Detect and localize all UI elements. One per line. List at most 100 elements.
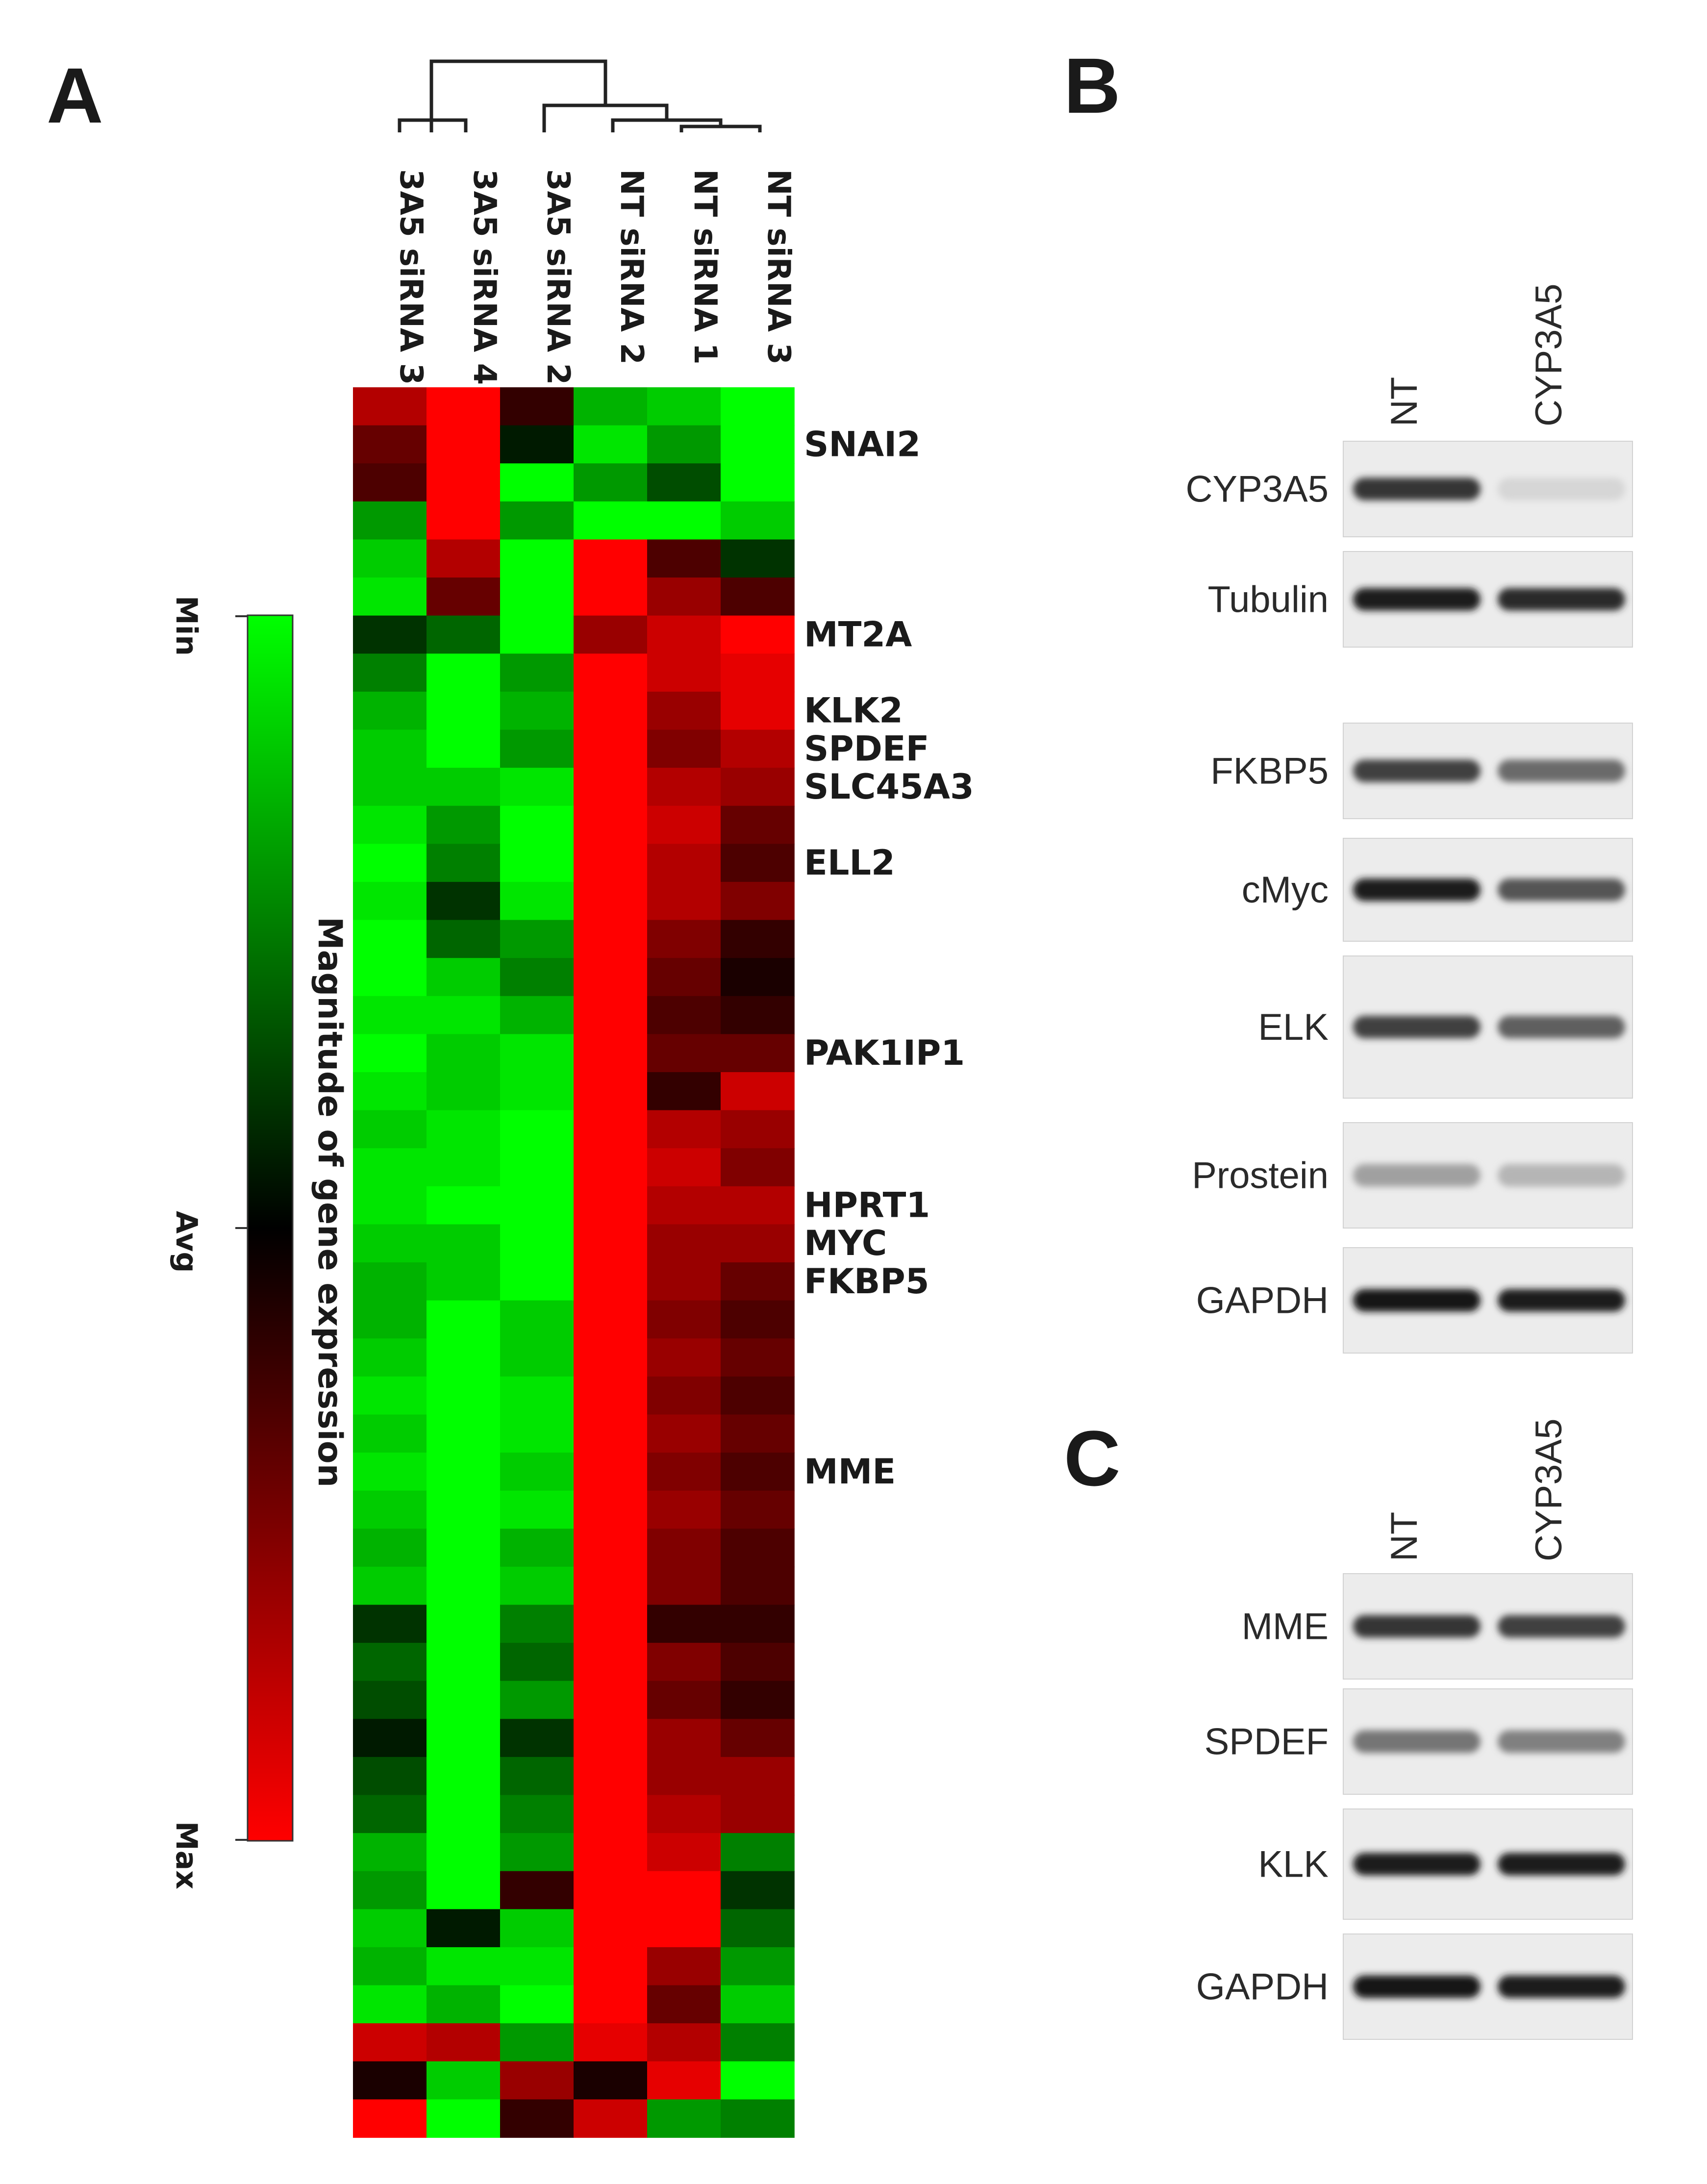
heatmap-cell	[721, 615, 795, 654]
heatmap-cell	[647, 653, 721, 692]
heatmap-cell	[500, 1795, 574, 1833]
heatmap-cell	[721, 729, 795, 768]
blot-band	[1498, 1016, 1625, 1038]
heatmap-cell	[353, 1529, 427, 1567]
heatmap-cell	[353, 691, 427, 730]
heatmap-cell	[647, 1224, 721, 1263]
heatmap-cell	[574, 958, 648, 997]
blot-band	[1498, 1289, 1625, 1312]
heatmap-cell	[500, 539, 574, 578]
gene-label: MT2A	[804, 615, 912, 655]
heatmap-cell	[427, 1376, 501, 1415]
heatmap-cell	[574, 729, 648, 768]
heatmap-cell	[427, 1871, 501, 1910]
blot-row: ELK	[1258, 955, 1633, 1099]
heatmap-cell	[721, 2023, 795, 2062]
heatmap-cell	[353, 1414, 427, 1453]
blot-label: GAPDH	[1196, 1280, 1329, 1322]
heatmap-cell	[353, 1605, 427, 1643]
heatmap-cell	[647, 1909, 721, 1948]
heatmap-cell	[574, 1414, 648, 1453]
heatmap-cell	[353, 996, 427, 1035]
heatmap-cell	[721, 1414, 795, 1453]
heatmap-cell	[353, 2099, 427, 2138]
heatmap-cell	[647, 1072, 721, 1111]
heatmap-cell	[647, 958, 721, 997]
heatmap-cell	[574, 920, 648, 958]
blot-row: Tubulin	[1208, 551, 1633, 648]
heatmap-cell	[721, 463, 795, 502]
heatmap-cell	[353, 1757, 427, 1796]
heatmap-cell	[574, 1833, 648, 1872]
heatmap-cell	[500, 729, 574, 768]
heatmap-cell	[647, 1414, 721, 1453]
heatmap-cell	[427, 1833, 501, 1872]
blot-band	[1498, 477, 1625, 501]
scale-title: Magnitude of gene expression	[310, 917, 349, 1487]
heatmap-cell	[353, 1034, 427, 1073]
heatmap-cell	[427, 1072, 501, 1111]
blot-row: SPDEF	[1205, 1688, 1633, 1795]
heatmap-cell	[574, 1909, 648, 1948]
heatmap-cell	[647, 844, 721, 882]
heatmap-cell	[574, 1224, 648, 1263]
heatmap-cell	[500, 1909, 574, 1948]
heatmap-cell	[500, 1376, 574, 1415]
heatmap-cell	[574, 1300, 648, 1339]
blot-band	[1353, 1289, 1481, 1312]
heatmap-cell	[647, 1300, 721, 1339]
dendrogram-branch	[542, 103, 669, 132]
heatmap-cell	[427, 996, 501, 1035]
heatmap-cell	[353, 768, 427, 806]
blot-band	[1353, 879, 1481, 901]
heatmap-cell	[353, 577, 427, 616]
heatmap-cell	[574, 387, 648, 426]
heatmap-cell	[353, 1453, 427, 1491]
heatmap-cell	[721, 1034, 795, 1073]
heatmap-cell	[427, 1985, 501, 2024]
blot-label: MME	[1242, 1606, 1329, 1648]
heatmap-cell	[574, 1871, 648, 1910]
heatmap-cell	[500, 1719, 574, 1757]
heatmap-cell	[721, 425, 795, 464]
heatmap-cell	[721, 844, 795, 882]
heatmap-cell	[353, 1643, 427, 1682]
heatmap-cell	[574, 2023, 648, 2062]
heatmap-cell	[574, 844, 648, 882]
heatmap-cell	[500, 653, 574, 692]
heatmap-cell	[721, 691, 795, 730]
heatmap-cell	[427, 1224, 501, 1263]
heatmap-cell	[721, 539, 795, 578]
heatmap-cell	[427, 1414, 501, 1453]
heatmap-cell	[500, 1262, 574, 1301]
heatmap-cell	[647, 996, 721, 1035]
heatmap-cell	[427, 1300, 501, 1339]
heatmap-cell	[427, 1681, 501, 1720]
heatmap-cell	[427, 425, 501, 464]
heatmap-cell	[427, 691, 501, 730]
heatmap-cell	[427, 1605, 501, 1643]
heatmap-cell	[574, 1529, 648, 1567]
blot-band	[1353, 1164, 1481, 1187]
heatmap-cell	[500, 1985, 574, 2024]
heatmap-cell	[427, 1148, 501, 1187]
heatmap-cell	[500, 1186, 574, 1225]
heatmap-cell	[353, 539, 427, 578]
blot-band	[1353, 759, 1481, 782]
heatmap-cell	[721, 1453, 795, 1491]
gene-label: SLC45A3	[804, 767, 974, 807]
heatmap-cell	[500, 1566, 574, 1606]
heatmap-cell	[647, 1186, 721, 1225]
heatmap-cell	[574, 577, 648, 616]
sample-label: 3A5 siRNA 4	[466, 169, 502, 385]
heatmap-cell	[427, 653, 501, 692]
heatmap-cell	[574, 1757, 648, 1796]
blot-row: cMyc	[1242, 838, 1633, 942]
heatmap-cell	[353, 1072, 427, 1111]
heatmap-cell	[353, 1300, 427, 1339]
blot-band	[1498, 1164, 1625, 1187]
heatmap-cell	[647, 691, 721, 730]
heatmap-cell	[721, 1719, 795, 1757]
heatmap-cell	[574, 1985, 648, 2024]
heatmap-cell	[647, 463, 721, 502]
